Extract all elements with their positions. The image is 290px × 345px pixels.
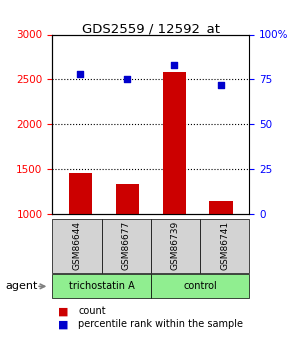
Text: control: control [183,282,217,291]
Point [78,71,83,77]
Text: GSM86741: GSM86741 [220,221,229,270]
Bar [162,72,186,304]
Text: GDS2559 / 12592_at: GDS2559 / 12592_at [82,22,220,36]
Text: ■: ■ [58,319,68,329]
Text: ■: ■ [58,306,68,316]
Text: agent: agent [6,282,38,291]
Bar [116,184,139,304]
Bar [69,172,92,304]
Point [172,62,177,68]
Text: GSM86677: GSM86677 [122,221,131,270]
Point [219,82,224,88]
Point [125,77,130,82]
Text: percentile rank within the sample: percentile rank within the sample [78,319,243,329]
FancyArrowPatch shape [39,284,45,288]
Text: GSM86644: GSM86644 [72,221,81,270]
Text: GSM86739: GSM86739 [171,221,180,270]
Text: count: count [78,306,106,316]
Bar [209,201,233,304]
Text: trichostatin A: trichostatin A [69,282,134,291]
